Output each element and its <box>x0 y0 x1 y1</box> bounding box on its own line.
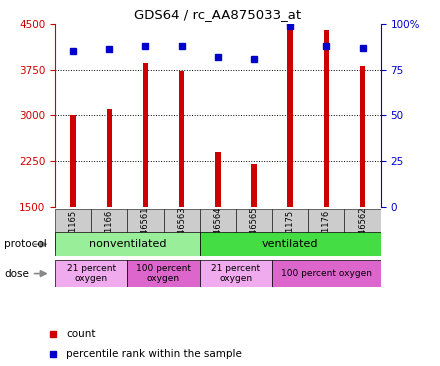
FancyBboxPatch shape <box>55 232 200 256</box>
Text: 100 percent oxygen: 100 percent oxygen <box>281 269 372 278</box>
FancyBboxPatch shape <box>55 209 91 251</box>
Bar <box>143 63 148 207</box>
Text: percentile rank within the sample: percentile rank within the sample <box>66 349 242 359</box>
Bar <box>360 67 365 207</box>
FancyBboxPatch shape <box>200 232 381 256</box>
FancyBboxPatch shape <box>308 209 345 251</box>
Text: GSM46562: GSM46562 <box>358 207 367 253</box>
FancyBboxPatch shape <box>127 209 164 251</box>
FancyBboxPatch shape <box>55 260 127 287</box>
Bar <box>251 164 257 207</box>
Text: protocol: protocol <box>4 239 47 249</box>
Bar <box>323 30 329 207</box>
Text: GSM1175: GSM1175 <box>286 210 295 250</box>
Text: GSM46565: GSM46565 <box>249 207 258 253</box>
Bar <box>287 24 293 207</box>
Text: 21 percent
oxygen: 21 percent oxygen <box>66 264 116 283</box>
Bar <box>215 152 220 207</box>
Text: nonventilated: nonventilated <box>88 239 166 249</box>
FancyBboxPatch shape <box>272 260 381 287</box>
FancyBboxPatch shape <box>200 209 236 251</box>
Bar <box>106 109 112 207</box>
Text: ventilated: ventilated <box>262 239 319 249</box>
FancyBboxPatch shape <box>272 209 308 251</box>
FancyBboxPatch shape <box>91 209 127 251</box>
Text: count: count <box>66 329 95 339</box>
Text: GSM46564: GSM46564 <box>213 207 222 253</box>
Text: GSM1165: GSM1165 <box>69 210 77 250</box>
Title: GDS64 / rc_AA875033_at: GDS64 / rc_AA875033_at <box>134 8 301 21</box>
FancyBboxPatch shape <box>236 209 272 251</box>
Text: GSM46561: GSM46561 <box>141 207 150 253</box>
Text: GSM46563: GSM46563 <box>177 207 186 253</box>
Text: 21 percent
oxygen: 21 percent oxygen <box>211 264 260 283</box>
FancyBboxPatch shape <box>345 209 381 251</box>
FancyBboxPatch shape <box>164 209 200 251</box>
Text: 100 percent
oxygen: 100 percent oxygen <box>136 264 191 283</box>
Bar <box>70 115 76 207</box>
Bar <box>179 71 184 207</box>
Text: dose: dose <box>4 269 29 279</box>
FancyBboxPatch shape <box>200 260 272 287</box>
Text: GSM1176: GSM1176 <box>322 210 331 250</box>
Text: GSM1166: GSM1166 <box>105 210 114 250</box>
FancyBboxPatch shape <box>127 260 200 287</box>
